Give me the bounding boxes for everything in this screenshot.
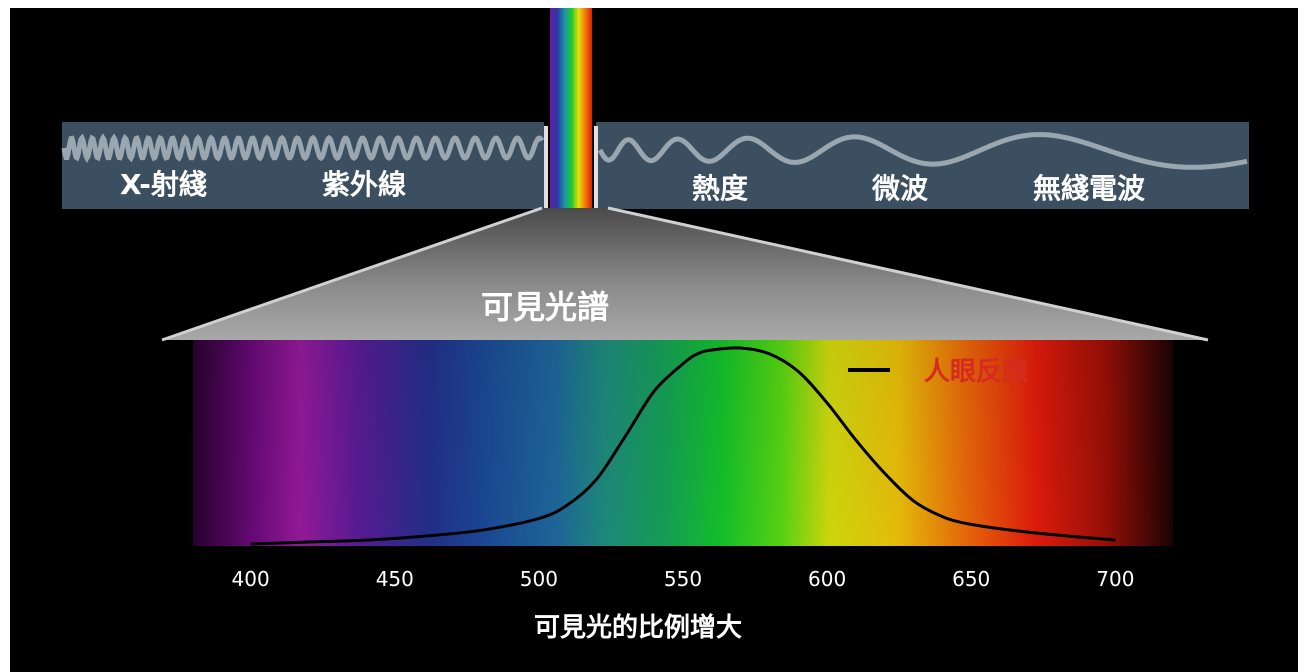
x-tick-label: 600 bbox=[808, 567, 846, 591]
label-ultraviolet: 紫外線 bbox=[322, 168, 406, 201]
visible-light-beam bbox=[550, 8, 592, 208]
legend: 人眼反應 bbox=[848, 356, 1028, 387]
visible-spectrum-title: 可見光譜 bbox=[481, 288, 609, 326]
label-xray: X-射綫 bbox=[120, 168, 207, 201]
plot-area bbox=[250, 346, 1116, 546]
label-radio: 無綫電波 bbox=[1033, 172, 1146, 205]
em-spectrum-bar: X-射綫 紫外線 熱度 微波 無綫電波 bbox=[61, 122, 1249, 209]
diagram-frame: X-射綫 紫外線 熱度 微波 無綫電波 可見光譜 人眼反應 400 450 500 5… bbox=[10, 8, 1298, 672]
label-heat: 熱度 bbox=[692, 172, 748, 205]
x-axis-ticks: 400 450 500 550 600 650 700 bbox=[232, 567, 1135, 591]
cone-edge-left bbox=[161, 206, 543, 342]
x-tick-label: 700 bbox=[1096, 567, 1134, 591]
x-tick-label: 650 bbox=[952, 567, 990, 591]
long-wave bbox=[597, 132, 1248, 170]
x-tick-label: 450 bbox=[376, 567, 414, 591]
x-tick-label: 550 bbox=[664, 567, 702, 591]
eye-response-curve bbox=[250, 346, 1116, 546]
band-shade bbox=[193, 340, 1173, 546]
bar-left bbox=[62, 122, 544, 209]
x-axis-caption: 可見光的比例增大 bbox=[534, 612, 742, 643]
x-tick-label: 400 bbox=[232, 567, 270, 591]
legend-label: 人眼反應 bbox=[924, 356, 1028, 387]
zoom-cone bbox=[162, 208, 1208, 340]
short-wave bbox=[61, 133, 545, 164]
label-microwave: 微波 bbox=[871, 172, 929, 205]
spectrum-diagram: X-射綫 紫外線 熱度 微波 無綫電波 可見光譜 人眼反應 400 450 500 5… bbox=[61, 8, 1249, 643]
x-tick-label: 500 bbox=[520, 567, 558, 591]
cone-edge-right bbox=[607, 206, 1209, 342]
